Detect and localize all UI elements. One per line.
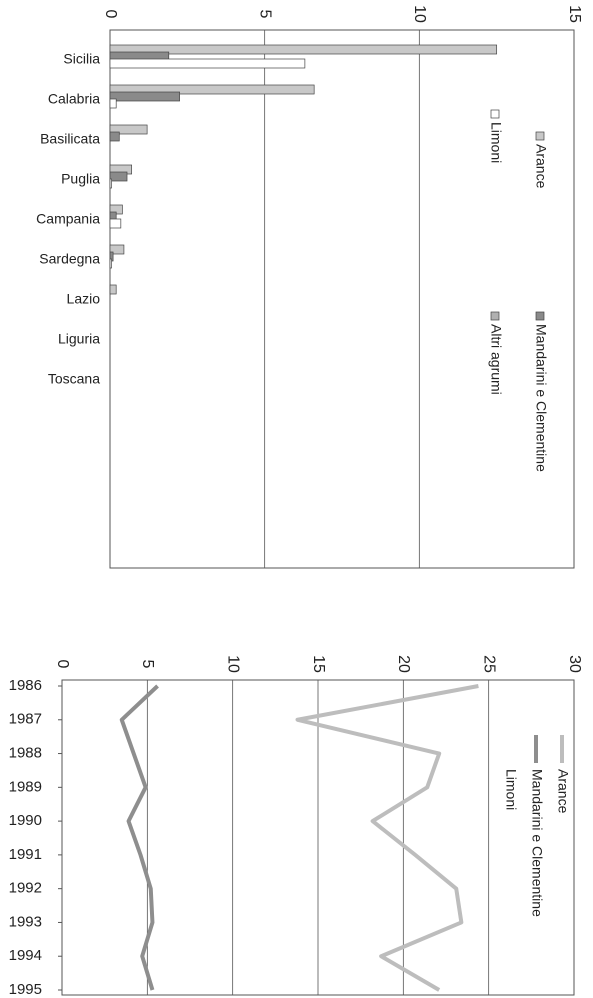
legend-swatch	[535, 311, 545, 321]
x-tick-label: 5	[139, 660, 156, 669]
x-tick-label: 30	[566, 655, 583, 673]
legend-swatch	[535, 131, 545, 141]
x-tick-label: 10	[411, 5, 428, 23]
line	[119, 684, 159, 991]
bar	[109, 98, 117, 109]
line	[295, 684, 479, 992]
bar	[109, 258, 112, 269]
x-tick-label: 10	[224, 655, 241, 673]
y-tick-label: Toscana	[48, 371, 100, 387]
y-tick-label: 1991	[9, 846, 42, 863]
bar	[109, 178, 112, 189]
bar	[109, 91, 180, 102]
y-tick-label: 1994	[9, 947, 42, 964]
legend-swatch	[490, 311, 500, 321]
y-tick-label: 1989	[9, 778, 42, 795]
y-tick-label: Puglia	[61, 171, 100, 187]
plot-area	[109, 29, 575, 569]
x-tick-label: 0	[54, 660, 71, 669]
y-tick-label: 1986	[9, 677, 42, 694]
legend-swatch	[490, 109, 500, 119]
bar	[109, 124, 148, 135]
legend-label: Mandarini e Clementine	[529, 769, 545, 917]
bar	[109, 244, 125, 255]
legend-label: Limoni	[488, 122, 504, 163]
x-tick-label: 0	[102, 10, 119, 19]
y-tick-label: 1993	[9, 913, 42, 930]
bar	[109, 284, 117, 295]
y-tick-label: Campania	[36, 211, 100, 227]
legend-label: Arance	[533, 144, 549, 189]
bar	[109, 218, 122, 229]
y-tick-label: 1990	[9, 812, 42, 829]
legend-label: Limoni	[503, 769, 519, 810]
y-tick-label: Basilicata	[40, 131, 100, 147]
y-tick-label: 1987	[9, 711, 42, 728]
bar	[109, 171, 128, 182]
x-tick-label: 25	[480, 655, 497, 673]
y-tick-label: Lazio	[67, 291, 101, 307]
y-tick-label: Liguria	[58, 331, 100, 347]
y-tick-label: Sicilia	[63, 51, 100, 67]
x-tick-label: 5	[256, 10, 273, 19]
bar	[109, 58, 306, 69]
legend-label: Altri agrumi	[488, 324, 504, 395]
bar	[109, 44, 498, 55]
y-tick-label: Sardegna	[39, 251, 100, 267]
bar	[109, 84, 315, 95]
y-tick-label: 1992	[9, 880, 42, 897]
y-tick-label: Calabria	[48, 91, 100, 107]
legend-label: Arance	[555, 769, 571, 814]
legend-label: Mandarini e Clementine	[533, 324, 549, 472]
x-tick-label: 15	[566, 5, 583, 23]
bar	[109, 131, 120, 142]
y-tick-label: 1995	[9, 981, 42, 998]
x-tick-label: 20	[395, 655, 412, 673]
x-tick-label: 15	[310, 655, 327, 673]
y-tick-label: 1988	[9, 745, 42, 762]
